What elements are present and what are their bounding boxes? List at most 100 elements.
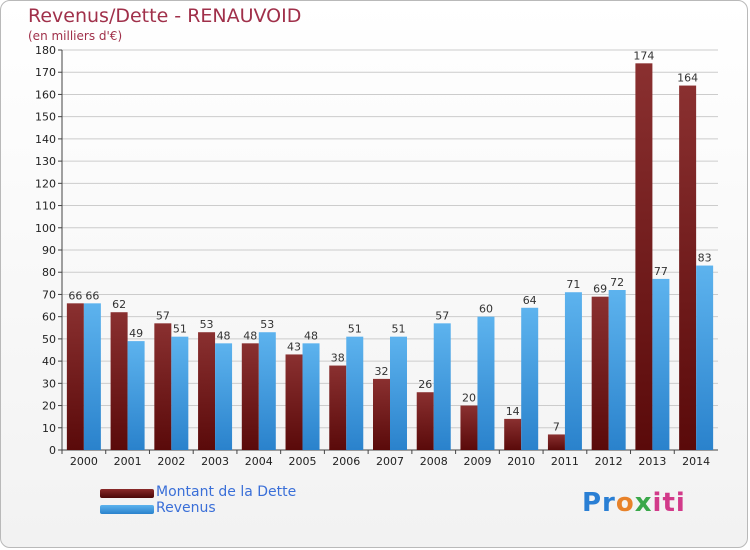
data-label: 7 [553, 420, 560, 433]
bar-revenus [302, 343, 320, 450]
data-label: 32 [375, 365, 389, 378]
y-tick-label: 0 [49, 444, 56, 457]
data-label: 72 [610, 276, 624, 289]
chart-subtitle: (en milliers d'€) [28, 29, 123, 43]
bar-revenus [433, 323, 451, 450]
y-tick-label: 60 [42, 311, 56, 324]
data-label: 64 [523, 294, 537, 307]
data-label: 62 [112, 298, 126, 311]
bar-revenus [390, 336, 407, 450]
data-label: 71 [566, 278, 580, 291]
bar-dette [241, 343, 259, 450]
data-label: 48 [304, 329, 318, 342]
data-label: 38 [331, 352, 345, 365]
y-tick-label: 50 [42, 333, 56, 346]
bar-dette [373, 378, 390, 450]
data-label: 14 [506, 405, 520, 418]
data-label: 49 [129, 327, 143, 340]
data-label: 57 [435, 309, 449, 322]
bar-dette [66, 303, 84, 450]
bar-revenus [171, 336, 189, 450]
data-label: 48 [243, 329, 257, 342]
chart-title: Revenus/Dette - RENAUVOID [28, 5, 302, 27]
x-tick-label: 2006 [332, 455, 360, 468]
data-label: 51 [173, 323, 187, 336]
bar-revenus [215, 343, 233, 450]
y-tick-label: 40 [42, 355, 56, 368]
data-label: 26 [418, 378, 432, 391]
bar-dette [635, 63, 653, 450]
data-label: 83 [698, 252, 712, 265]
proxiti-logo: Proxiti [582, 488, 686, 518]
x-tick-label: 2007 [376, 455, 404, 468]
bar-dette [198, 332, 216, 450]
bar-revenus [564, 292, 582, 450]
bar-dette [416, 392, 434, 450]
legend-swatch-revenus [100, 505, 154, 514]
data-label: 51 [392, 323, 406, 336]
bar-dette [154, 323, 172, 450]
bar-dette [329, 365, 347, 450]
y-tick-label: 160 [35, 88, 56, 101]
legend-label-revenus: Revenus [156, 500, 216, 516]
bar-dette [460, 405, 478, 450]
data-label: 77 [654, 265, 668, 278]
data-label: 66 [68, 289, 82, 302]
x-tick-label: 2011 [551, 455, 579, 468]
x-tick-label: 2009 [463, 455, 491, 468]
legend-label-dette: Montant de la Dette [156, 484, 297, 500]
legend-swatch-dette [100, 489, 154, 498]
y-tick-label: 120 [35, 177, 56, 190]
data-label: 51 [348, 323, 362, 336]
x-tick-label: 2001 [114, 455, 142, 468]
y-tick-label: 90 [42, 244, 56, 257]
y-tick-label: 130 [35, 155, 56, 168]
data-label: 164 [677, 72, 698, 85]
data-label: 66 [85, 289, 99, 302]
bar-revenus [696, 265, 714, 450]
data-label: 174 [633, 49, 654, 62]
y-tick-label: 140 [35, 133, 56, 146]
x-tick-label: 2012 [595, 455, 623, 468]
data-label: 53 [260, 318, 274, 331]
y-tick-label: 80 [42, 266, 56, 279]
bar-dette [547, 434, 565, 450]
bar-dette [591, 296, 609, 450]
bar-dette [679, 85, 697, 451]
data-label: 53 [200, 318, 214, 331]
x-tick-label: 2014 [682, 455, 710, 468]
bar-revenus [652, 278, 670, 450]
x-tick-label: 2010 [507, 455, 535, 468]
bar-dette [285, 354, 303, 450]
bar-revenus [521, 307, 539, 450]
bar-dette [504, 418, 522, 450]
y-tick-label: 180 [35, 44, 56, 57]
bar-revenus [608, 290, 626, 450]
data-label: 20 [462, 392, 476, 405]
y-tick-label: 150 [35, 111, 56, 124]
y-tick-label: 170 [35, 66, 56, 79]
y-tick-label: 110 [35, 200, 56, 213]
x-tick-label: 2002 [157, 455, 185, 468]
y-tick-label: 30 [42, 377, 56, 390]
y-tick-label: 10 [42, 422, 56, 435]
data-label: 60 [479, 303, 493, 316]
x-tick-label: 2013 [638, 455, 666, 468]
bar-revenus [127, 341, 145, 450]
data-label: 48 [217, 329, 231, 342]
data-label: 43 [287, 340, 301, 353]
x-tick-label: 2003 [201, 455, 229, 468]
bar-revenus [258, 332, 276, 450]
bar-revenus [83, 303, 101, 450]
y-tick-label: 100 [35, 222, 56, 235]
x-tick-label: 2005 [289, 455, 317, 468]
y-tick-label: 70 [42, 288, 56, 301]
bar-dette [110, 312, 128, 450]
data-label: 57 [156, 309, 170, 322]
y-tick-label: 20 [42, 400, 56, 413]
x-tick-label: 2000 [70, 455, 98, 468]
data-label: 69 [593, 283, 607, 296]
bar-revenus [346, 336, 364, 450]
